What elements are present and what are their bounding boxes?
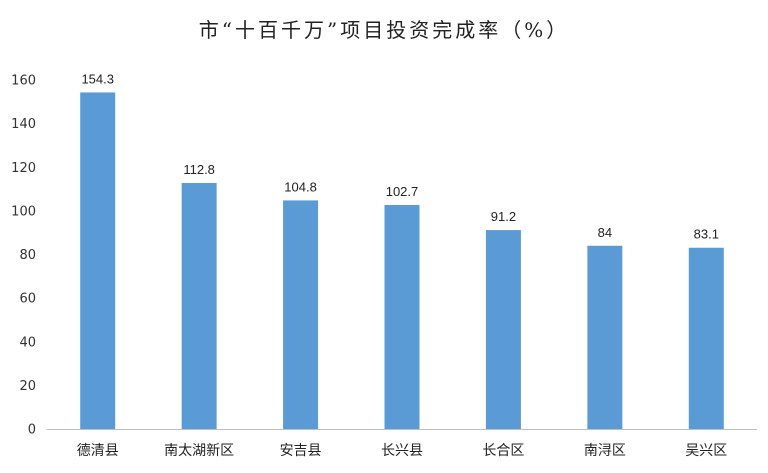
bar — [283, 200, 319, 429]
y-tick-label: 100 — [11, 204, 36, 219]
y-tick-label: 160 — [11, 74, 36, 89]
y-tick-label: 140 — [11, 117, 36, 132]
bar — [485, 230, 521, 429]
bar — [688, 247, 724, 429]
y-tick-label: 20 — [19, 379, 36, 394]
y-tick-label: 80 — [19, 248, 36, 263]
chart-title: 市“十百千万”项目投资完成率（%） — [198, 18, 570, 42]
data-label: 83.1 — [694, 227, 719, 242]
data-label: 154.3 — [81, 71, 114, 86]
data-label: 102.7 — [386, 184, 419, 199]
y-tick-label: 0 — [28, 423, 36, 438]
data-label: 84 — [598, 225, 612, 240]
y-tick-label: 60 — [19, 292, 36, 307]
bar — [80, 92, 116, 430]
bar — [384, 204, 420, 429]
data-label: 104.8 — [284, 179, 317, 194]
x-tick-label: 长兴县 — [381, 443, 423, 459]
x-tick-label: 德清县 — [77, 443, 119, 459]
data-label: 91.2 — [491, 209, 516, 224]
x-tick-label: 南太湖新区 — [164, 443, 234, 459]
data-label: 112.8 — [183, 162, 215, 177]
y-tick-label: 40 — [19, 335, 36, 350]
x-tick-label: 长合区 — [482, 443, 524, 459]
x-tick-label: 南浔区 — [584, 443, 626, 459]
bar — [587, 245, 623, 429]
x-tick-label: 吴兴区 — [685, 443, 727, 459]
x-tick-label: 安吉县 — [280, 443, 322, 459]
y-tick-label: 120 — [11, 161, 36, 176]
bar — [181, 182, 217, 429]
